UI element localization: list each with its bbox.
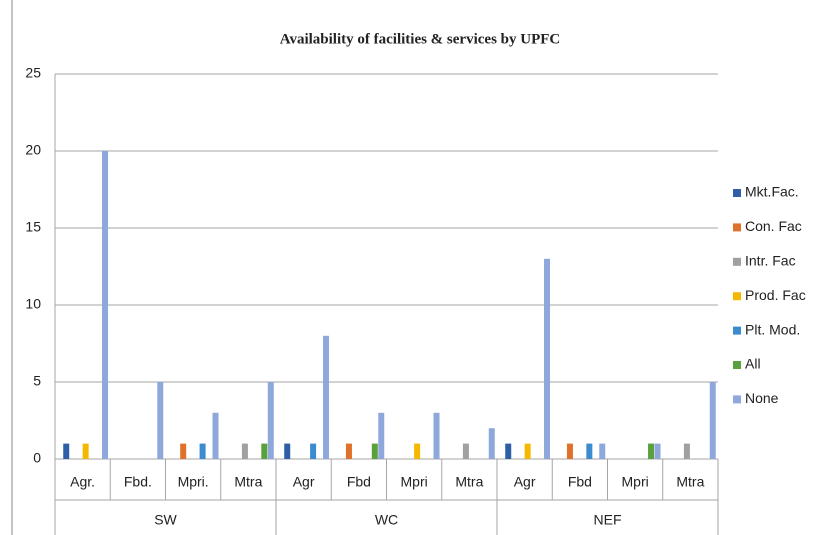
legend-swatch	[733, 257, 741, 266]
x-tick-label: Mpri	[401, 474, 428, 490]
bar	[241, 443, 248, 459]
x-tick-label: Fbd.	[124, 474, 152, 490]
x-tick-label: Mpri	[622, 474, 649, 490]
legend-label: Mkt.Fac.	[745, 184, 799, 200]
legend-label: All	[745, 356, 761, 372]
bar	[212, 412, 219, 459]
group-label: WC	[375, 512, 398, 528]
bar	[566, 443, 573, 459]
bar	[505, 443, 512, 459]
bar	[488, 428, 495, 459]
bar	[102, 151, 109, 459]
bar	[586, 443, 593, 459]
bar	[648, 443, 655, 459]
y-tick-label: 20	[25, 142, 41, 158]
bar	[82, 443, 89, 459]
x-tick-label: Fbd	[568, 474, 592, 490]
bar	[683, 443, 690, 459]
bar	[63, 443, 70, 459]
legend-swatch	[733, 292, 741, 301]
legend-swatch	[733, 223, 741, 232]
legend-swatch	[733, 395, 741, 404]
chart-title: Availability of facilities & services by…	[280, 31, 561, 47]
bar	[524, 443, 531, 459]
bar	[180, 443, 187, 459]
bar	[709, 382, 716, 459]
legend-label: Intr. Fac	[745, 253, 796, 269]
x-tick-label: Agr	[514, 474, 536, 490]
x-tick-label: Mpri.	[178, 474, 209, 490]
legend-label: Con. Fac	[745, 218, 802, 234]
bar	[414, 443, 421, 459]
legend-swatch	[733, 361, 741, 369]
bar	[544, 258, 551, 459]
legend-swatch	[733, 326, 741, 335]
bar	[261, 443, 268, 459]
x-tick-label: Mtra	[676, 474, 704, 490]
bar	[371, 443, 378, 459]
bar	[378, 412, 385, 459]
legend-label: Prod. Fac	[745, 287, 806, 303]
bar	[345, 443, 352, 459]
legend-swatch	[733, 189, 741, 197]
bar	[157, 382, 164, 459]
x-tick-label: Mtra	[234, 474, 262, 490]
bar	[599, 443, 606, 459]
y-tick-label: 5	[33, 373, 41, 389]
y-tick-label: 10	[25, 296, 41, 312]
y-tick-label: 15	[25, 219, 41, 235]
legend-label: Plt. Mod.	[745, 321, 800, 337]
bar	[310, 443, 317, 459]
x-tick-label: Mtra	[455, 474, 483, 490]
bar	[199, 443, 206, 459]
x-tick-label: Agr.	[70, 474, 95, 490]
y-tick-label: 25	[25, 65, 41, 81]
bar	[654, 443, 661, 459]
group-label: SW	[154, 512, 177, 528]
group-label: NEF	[594, 512, 622, 528]
x-tick-label: Agr	[293, 474, 315, 490]
legend-label: None	[745, 390, 779, 406]
bar	[462, 443, 469, 459]
x-tick-label: Fbd	[347, 474, 371, 490]
bar	[433, 412, 440, 459]
bar	[323, 335, 330, 459]
bar	[267, 382, 274, 459]
y-tick-label: 0	[33, 450, 41, 466]
bar	[284, 443, 291, 459]
